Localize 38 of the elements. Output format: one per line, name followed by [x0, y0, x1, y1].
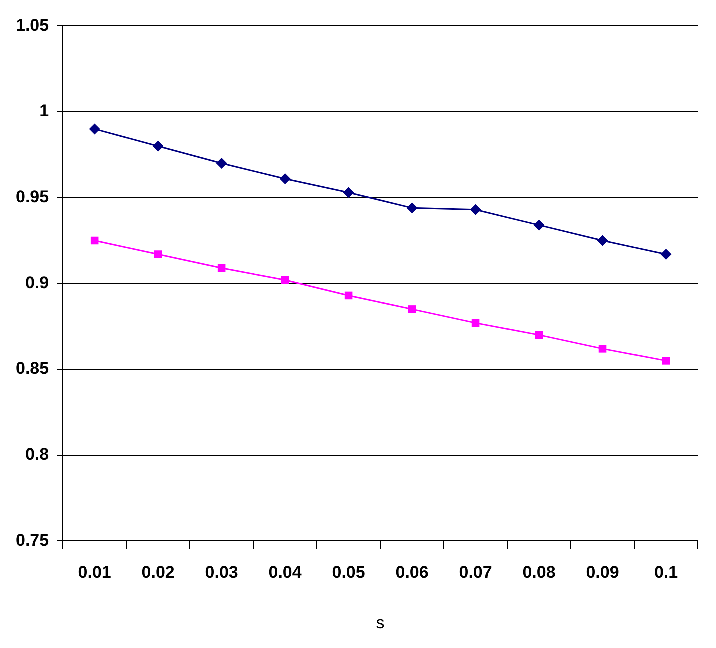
point	[534, 220, 545, 231]
y-tick-label: 0.85	[16, 359, 50, 378]
x-tick-label: 0.06	[396, 563, 429, 582]
y-tick-label: 0.75	[16, 530, 50, 550]
y-tick-label: 1.05	[16, 16, 50, 35]
point	[660, 249, 672, 260]
point	[408, 306, 416, 314]
point	[90, 236, 99, 245]
point	[218, 264, 226, 272]
y-tick-label: 1	[40, 102, 50, 121]
point	[470, 204, 482, 216]
x-tick-label: 0.04	[268, 563, 302, 582]
y-tick-label: 0.8	[25, 445, 50, 464]
x-tick-label: 0.08	[522, 563, 556, 582]
point	[598, 345, 607, 353]
x-tick-label: 0.07	[459, 563, 492, 582]
y-tick-label: 0.9	[25, 273, 50, 292]
point	[597, 235, 608, 246]
point	[89, 124, 100, 135]
x-tick-label: 0.01	[78, 563, 112, 582]
point	[344, 292, 353, 300]
x-axis-title: s	[376, 613, 385, 632]
point	[535, 331, 544, 340]
x-tick-label: 0.1	[654, 563, 678, 582]
point	[472, 319, 480, 328]
point	[216, 158, 228, 170]
x-tick-label: 0.03	[205, 563, 238, 582]
x-tick-label: 0.09	[586, 563, 620, 582]
point	[154, 250, 162, 258]
x-tick-label: 0.02	[142, 563, 175, 582]
point	[281, 276, 290, 284]
point	[152, 140, 164, 152]
point	[406, 202, 418, 214]
y-tick-label: 0.95	[16, 188, 50, 207]
point	[280, 173, 291, 184]
point	[662, 357, 670, 365]
point	[343, 187, 354, 198]
x-tick-label: 0.05	[332, 563, 366, 582]
